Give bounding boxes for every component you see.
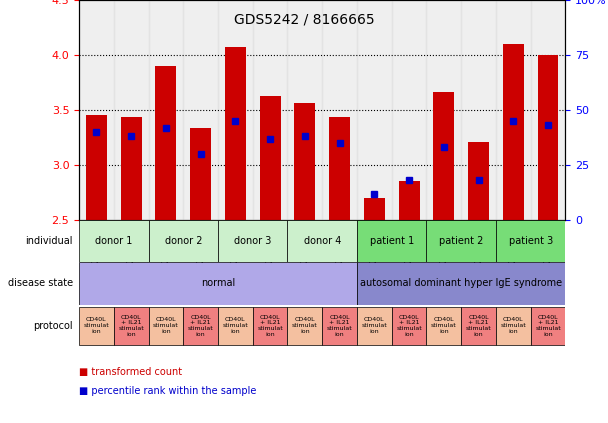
Bar: [114, 0, 148, 220]
Text: CD40L
stimulat
ion: CD40L stimulat ion: [223, 317, 248, 334]
Text: disease state: disease state: [8, 278, 73, 288]
Text: GDS5242 / 8166665: GDS5242 / 8166665: [233, 13, 375, 27]
Bar: [461, 0, 496, 220]
Text: CD40L
stimulat
ion: CD40L stimulat ion: [500, 317, 526, 334]
Text: protocol: protocol: [33, 321, 73, 331]
Bar: [218, 307, 253, 345]
Bar: [86, 115, 107, 220]
Bar: [183, 307, 218, 345]
Bar: [121, 117, 142, 220]
Bar: [364, 198, 385, 220]
Text: patient 3: patient 3: [508, 236, 553, 246]
Bar: [253, 0, 288, 220]
Bar: [392, 0, 426, 220]
Bar: [357, 220, 426, 262]
Text: CD40L
+ IL21
stimulat
ion: CD40L + IL21 stimulat ion: [535, 315, 561, 337]
Text: donor 3: donor 3: [234, 236, 271, 246]
Bar: [322, 0, 357, 220]
Bar: [496, 220, 565, 262]
Bar: [531, 307, 565, 345]
Text: donor 2: donor 2: [165, 236, 202, 246]
Bar: [329, 117, 350, 220]
Bar: [392, 307, 426, 345]
Bar: [357, 262, 565, 305]
Bar: [468, 142, 489, 220]
Bar: [253, 307, 288, 345]
Bar: [190, 128, 211, 220]
Bar: [322, 307, 357, 345]
Bar: [288, 307, 322, 345]
Text: CD40L
+ IL21
stimulat
ion: CD40L + IL21 stimulat ion: [188, 315, 213, 337]
Bar: [496, 307, 531, 345]
Bar: [357, 0, 392, 220]
Bar: [461, 307, 496, 345]
Bar: [357, 307, 392, 345]
Bar: [183, 0, 218, 220]
Text: ■ percentile rank within the sample: ■ percentile rank within the sample: [79, 386, 257, 396]
Bar: [288, 0, 322, 220]
Text: individual: individual: [26, 236, 73, 246]
Bar: [496, 0, 531, 220]
Text: ■ transformed count: ■ transformed count: [79, 367, 182, 377]
Text: CD40L
stimulat
ion: CD40L stimulat ion: [362, 317, 387, 334]
Text: patient 2: patient 2: [439, 236, 483, 246]
Bar: [79, 307, 114, 345]
Bar: [426, 0, 461, 220]
Bar: [288, 220, 357, 262]
Bar: [225, 47, 246, 220]
Bar: [531, 0, 565, 220]
Text: patient 1: patient 1: [370, 236, 414, 246]
Bar: [79, 262, 357, 305]
Bar: [114, 307, 148, 345]
Bar: [79, 0, 114, 220]
Text: CD40L
stimulat
ion: CD40L stimulat ion: [83, 317, 109, 334]
Bar: [156, 66, 176, 220]
Bar: [148, 0, 183, 220]
Text: CD40L
stimulat
ion: CD40L stimulat ion: [292, 317, 318, 334]
Bar: [399, 181, 420, 220]
Bar: [260, 96, 280, 220]
Text: CD40L
stimulat
ion: CD40L stimulat ion: [431, 317, 457, 334]
Text: CD40L
+ IL21
stimulat
ion: CD40L + IL21 stimulat ion: [257, 315, 283, 337]
Text: donor 1: donor 1: [95, 236, 133, 246]
Bar: [434, 92, 454, 220]
Bar: [426, 220, 496, 262]
Bar: [503, 44, 523, 220]
Text: CD40L
+ IL21
stimulat
ion: CD40L + IL21 stimulat ion: [326, 315, 353, 337]
Bar: [294, 103, 316, 220]
Text: CD40L
+ IL21
stimulat
ion: CD40L + IL21 stimulat ion: [119, 315, 144, 337]
Bar: [426, 307, 461, 345]
Text: CD40L
+ IL21
stimulat
ion: CD40L + IL21 stimulat ion: [466, 315, 491, 337]
Text: donor 4: donor 4: [303, 236, 341, 246]
Bar: [79, 220, 148, 262]
Bar: [218, 220, 288, 262]
Bar: [218, 0, 253, 220]
Bar: [537, 55, 559, 220]
Bar: [148, 220, 218, 262]
Text: autosomal dominant hyper IgE syndrome: autosomal dominant hyper IgE syndrome: [360, 278, 562, 288]
Text: CD40L
stimulat
ion: CD40L stimulat ion: [153, 317, 179, 334]
Text: normal: normal: [201, 278, 235, 288]
Text: CD40L
+ IL21
stimulat
ion: CD40L + IL21 stimulat ion: [396, 315, 422, 337]
Bar: [148, 307, 183, 345]
